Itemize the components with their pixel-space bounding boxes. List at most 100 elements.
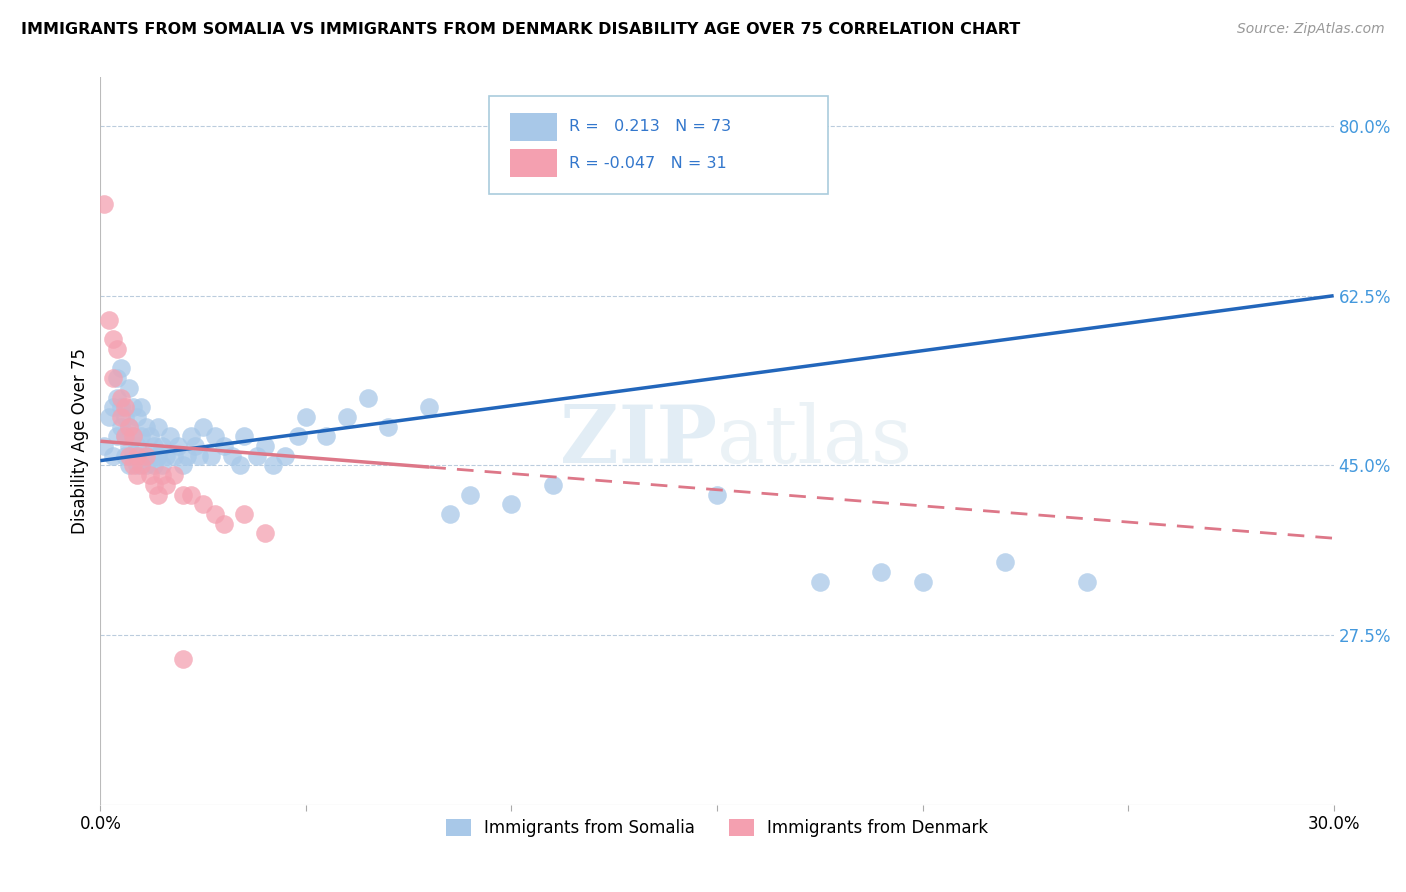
Point bbox=[110, 391, 132, 405]
Point bbox=[377, 419, 399, 434]
Point bbox=[295, 409, 318, 424]
Point bbox=[118, 449, 141, 463]
Point bbox=[212, 439, 235, 453]
Point bbox=[135, 449, 157, 463]
Point bbox=[131, 449, 153, 463]
Point bbox=[122, 429, 145, 443]
Point bbox=[118, 439, 141, 453]
Point bbox=[122, 449, 145, 463]
Point bbox=[131, 458, 153, 473]
Point bbox=[191, 419, 214, 434]
Point bbox=[172, 487, 194, 501]
Bar bbox=[510, 113, 557, 141]
Text: R =   0.213   N = 73: R = 0.213 N = 73 bbox=[569, 120, 731, 135]
Point bbox=[101, 401, 124, 415]
Point bbox=[105, 429, 128, 443]
Point bbox=[138, 468, 160, 483]
Y-axis label: Disability Age Over 75: Disability Age Over 75 bbox=[72, 348, 89, 534]
Point bbox=[155, 449, 177, 463]
Point bbox=[155, 478, 177, 492]
Point bbox=[127, 449, 149, 463]
Point bbox=[105, 342, 128, 356]
Point bbox=[911, 574, 934, 589]
Point bbox=[110, 419, 132, 434]
Point bbox=[204, 429, 226, 443]
Point bbox=[122, 429, 145, 443]
Point bbox=[229, 458, 252, 473]
Point bbox=[122, 458, 145, 473]
Point bbox=[176, 449, 198, 463]
Point bbox=[97, 409, 120, 424]
Point bbox=[114, 409, 136, 424]
Point bbox=[110, 361, 132, 376]
Point bbox=[221, 449, 243, 463]
Point bbox=[97, 313, 120, 327]
Text: ZIP: ZIP bbox=[560, 402, 717, 480]
Point bbox=[994, 556, 1017, 570]
Point bbox=[167, 439, 190, 453]
Point bbox=[253, 439, 276, 453]
Point bbox=[315, 429, 337, 443]
Point bbox=[706, 487, 728, 501]
Point bbox=[163, 449, 186, 463]
Point bbox=[118, 419, 141, 434]
Point bbox=[114, 429, 136, 443]
Point bbox=[131, 401, 153, 415]
Point bbox=[142, 458, 165, 473]
Point bbox=[191, 497, 214, 511]
Point bbox=[418, 401, 440, 415]
Point bbox=[150, 458, 173, 473]
Point bbox=[138, 429, 160, 443]
Point bbox=[233, 429, 256, 443]
Text: IMMIGRANTS FROM SOMALIA VS IMMIGRANTS FROM DENMARK DISABILITY AGE OVER 75 CORREL: IMMIGRANTS FROM SOMALIA VS IMMIGRANTS FR… bbox=[21, 22, 1021, 37]
Point bbox=[180, 429, 202, 443]
Point bbox=[184, 439, 207, 453]
Point bbox=[122, 401, 145, 415]
Point bbox=[356, 391, 378, 405]
Point bbox=[118, 458, 141, 473]
Point bbox=[253, 526, 276, 541]
Point bbox=[127, 409, 149, 424]
Point bbox=[212, 516, 235, 531]
Point bbox=[541, 478, 564, 492]
Point bbox=[135, 458, 157, 473]
Point bbox=[245, 449, 267, 463]
Point bbox=[200, 449, 222, 463]
Point bbox=[146, 419, 169, 434]
Point bbox=[1076, 574, 1098, 589]
Point bbox=[110, 401, 132, 415]
Point bbox=[808, 574, 831, 589]
Point bbox=[233, 507, 256, 521]
Point bbox=[118, 419, 141, 434]
Point bbox=[127, 468, 149, 483]
FancyBboxPatch shape bbox=[489, 95, 828, 194]
Point bbox=[163, 468, 186, 483]
Point bbox=[146, 487, 169, 501]
Point bbox=[274, 449, 297, 463]
Point bbox=[105, 371, 128, 385]
Point bbox=[138, 449, 160, 463]
Point bbox=[501, 497, 523, 511]
Point bbox=[114, 449, 136, 463]
Point bbox=[146, 449, 169, 463]
Point bbox=[172, 458, 194, 473]
Legend: Immigrants from Somalia, Immigrants from Denmark: Immigrants from Somalia, Immigrants from… bbox=[439, 813, 994, 844]
Point bbox=[439, 507, 461, 521]
Point bbox=[93, 196, 115, 211]
Point bbox=[101, 449, 124, 463]
Point bbox=[101, 371, 124, 385]
Point bbox=[114, 401, 136, 415]
Point bbox=[142, 439, 165, 453]
Point bbox=[159, 429, 181, 443]
Point bbox=[460, 487, 482, 501]
Point bbox=[127, 439, 149, 453]
Point bbox=[150, 439, 173, 453]
Text: R = -0.047   N = 31: R = -0.047 N = 31 bbox=[569, 156, 727, 170]
Point bbox=[131, 429, 153, 443]
Point bbox=[135, 419, 157, 434]
Point bbox=[870, 565, 893, 579]
Point bbox=[93, 439, 115, 453]
Point bbox=[172, 652, 194, 666]
Point bbox=[110, 409, 132, 424]
Point bbox=[101, 332, 124, 346]
